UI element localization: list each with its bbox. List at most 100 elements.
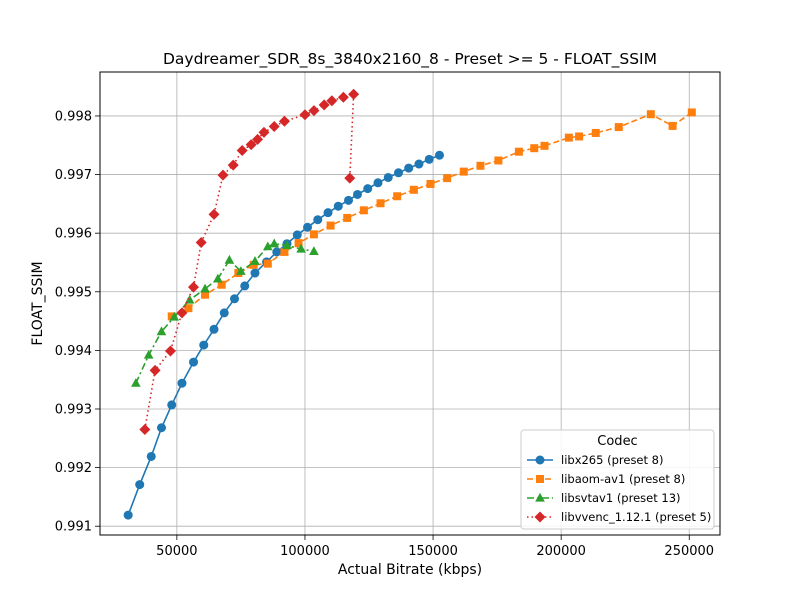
data-point: [146, 451, 156, 461]
data-point: [195, 237, 207, 249]
grid-lines: [100, 72, 720, 535]
legend-box: [520, 429, 715, 530]
data-point: [268, 121, 280, 133]
data-point: [344, 172, 356, 184]
legend: Codec libx265 (preset 8) libaom-av1 (pres…: [520, 429, 715, 530]
data-point: [459, 167, 468, 176]
y-tick-label: 0.997: [55, 168, 92, 183]
data-point: [164, 345, 176, 357]
data-point: [646, 110, 655, 119]
data-point: [139, 424, 151, 436]
data-point: [323, 208, 333, 218]
data-point: [344, 195, 354, 205]
data-point: [200, 283, 210, 293]
data-point: [292, 230, 302, 240]
legend-entry: libaom-av1 (preset 8): [561, 472, 685, 486]
data-point: [184, 304, 193, 313]
y-tick-label: 0.992: [55, 461, 92, 476]
y-tick-label: 0.998: [55, 109, 92, 124]
data-point: [219, 308, 229, 318]
data-point: [240, 281, 250, 291]
data-point: [409, 185, 418, 194]
data-point: [213, 273, 223, 283]
data-point: [269, 238, 280, 248]
data-point: [494, 156, 503, 165]
x-axis-label: Actual Bitrate (kbps): [338, 562, 482, 578]
data-point: [383, 172, 393, 182]
legend-entry: libx265 (preset 8): [561, 453, 663, 467]
data-point: [224, 254, 235, 264]
y-axis-label: FLOAT_SSIM: [30, 261, 46, 345]
legend-marker: [536, 475, 544, 483]
data-point: [188, 281, 200, 293]
series-layer: [123, 88, 696, 520]
data-point: [280, 247, 289, 256]
y-tick-label: 0.995: [55, 285, 92, 300]
data-point: [258, 126, 270, 138]
data-point: [296, 243, 306, 253]
data-point: [434, 150, 444, 160]
data-point: [227, 159, 239, 171]
series-3: [131, 238, 319, 387]
legend-marker: [535, 492, 545, 502]
data-point: [376, 199, 385, 208]
data-point: [443, 174, 452, 183]
data-point: [393, 168, 403, 178]
series-4: [139, 88, 360, 436]
data-point: [348, 88, 360, 100]
data-point: [476, 161, 485, 170]
data-point: [252, 133, 264, 145]
data-point: [272, 247, 282, 257]
series-line: [135, 242, 315, 384]
data-point: [250, 268, 260, 278]
series-2: [167, 108, 696, 321]
data-point: [294, 239, 303, 248]
data-point: [230, 294, 240, 304]
data-point: [424, 154, 434, 164]
legend-marker: [534, 511, 546, 523]
data-point: [359, 206, 368, 215]
legend-title: Codec: [597, 434, 637, 449]
data-point: [156, 423, 166, 433]
data-point: [236, 145, 248, 157]
axis-ticks: 50000 100000 150000 200000 250000 0.991 0.992 0…: [55, 109, 714, 559]
data-point: [373, 178, 383, 188]
y-tick-label: 0.994: [55, 344, 92, 359]
data-point: [404, 163, 414, 173]
data-point: [201, 290, 210, 299]
data-point: [143, 349, 154, 359]
data-point: [299, 109, 311, 121]
x-tick-label: 50000: [156, 544, 197, 559]
data-point: [393, 192, 402, 201]
data-point: [263, 241, 273, 251]
legend-marker: [535, 455, 545, 465]
legend-entry: libvvenc_1.12.1 (preset 5): [561, 510, 711, 524]
data-point: [236, 266, 246, 275]
data-point: [169, 311, 180, 321]
data-point: [564, 133, 573, 142]
data-point: [337, 91, 349, 103]
data-point: [167, 400, 177, 410]
data-point: [149, 364, 161, 376]
data-point: [352, 189, 362, 199]
data-point: [363, 184, 373, 194]
data-point: [530, 144, 539, 153]
data-point: [250, 256, 260, 265]
data-point: [309, 230, 318, 239]
data-point: [591, 128, 600, 137]
data-point: [426, 179, 435, 188]
data-point: [278, 115, 290, 127]
data-point: [308, 105, 320, 117]
data-point: [687, 108, 696, 117]
x-tick-label: 250000: [664, 544, 714, 559]
y-tick-label: 0.996: [55, 227, 92, 242]
data-point: [326, 95, 338, 107]
x-tick-label: 150000: [408, 544, 458, 559]
data-point: [263, 259, 272, 268]
data-point: [217, 280, 226, 289]
data-point: [208, 208, 220, 220]
data-point: [131, 378, 141, 387]
data-point: [176, 307, 188, 319]
data-point: [123, 510, 133, 520]
data-point: [313, 215, 323, 225]
